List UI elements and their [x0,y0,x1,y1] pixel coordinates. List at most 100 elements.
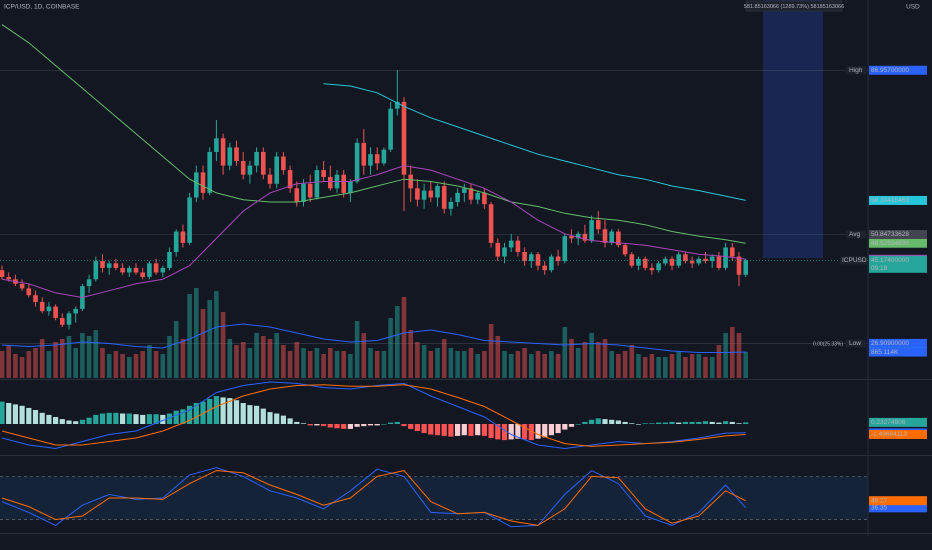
macd-histogram-bar [280,415,286,425]
macd-histogram-bar [461,424,467,436]
macd-histogram-bar [374,424,380,426]
volume-bar [736,333,742,378]
candle-body [281,156,286,171]
macd-histogram-bar [260,408,266,425]
candle-body [153,263,159,273]
candle-body [428,190,434,198]
macd-histogram-bar [153,414,159,425]
candle-body [93,261,99,280]
currency: USD [906,4,920,11]
volume-bar [421,345,427,378]
volume-bar [287,351,293,378]
macd-histogram-bar [73,421,79,425]
volume-bar [214,291,219,378]
volume-bar [13,354,18,378]
volume-bar [361,333,367,378]
volume-bar [133,354,139,378]
volume-bar [19,357,25,378]
candle-body [441,186,447,209]
candle-body [100,261,105,268]
macd-histogram-bar [200,401,206,425]
candle-body [408,174,413,189]
macd-histogram-bar [515,424,521,439]
volume-bar [596,342,601,378]
macd-histogram-bar [501,424,508,441]
macd-histogram-bar [113,412,119,425]
macd-histogram-bar [314,424,320,426]
volume-bar [395,306,400,378]
level-name: High [849,67,863,74]
indicator-line [1,470,746,526]
candle-body [488,204,494,243]
macd-histogram-bar [468,424,474,436]
volume-bar [160,354,166,378]
volume-bar [562,327,568,378]
volume-bar [428,351,434,378]
volume-bar [529,354,534,378]
level-name-bg [846,339,866,348]
candle-body [656,263,661,271]
volume-bar [683,357,688,378]
volume-bar [39,339,45,378]
candle-body [261,151,266,175]
line-value-badge: 58.33415463 [871,197,909,204]
volume-badge: 865.114K [871,349,899,356]
volume-bar [93,330,99,378]
candle-body [475,192,480,200]
candle-body [716,256,722,268]
macd-histogram-bar [401,424,407,427]
volume-bar [348,354,353,378]
macd-histogram-bar [696,421,702,425]
candle-body [39,302,45,312]
volume-bar [173,321,179,378]
macd-histogram-bar [441,424,447,436]
candle-body [214,138,219,152]
macd-histogram-bar [414,424,420,432]
volume-bar [167,336,172,378]
volume-bar [475,354,480,378]
macd-histogram-bar [522,424,528,440]
macd-histogram-bar [59,419,65,425]
macd-histogram-bar [46,414,52,425]
candle-body [602,229,608,243]
macd-histogram-bar [354,424,360,427]
macd-histogram-bar [562,424,568,430]
macd-histogram-bar [481,424,487,436]
candle-body [395,101,400,109]
volume-bar [589,333,594,378]
volume-bar [106,354,112,378]
candle-body [127,267,132,273]
candle-body [274,156,279,184]
candle-body [736,256,742,275]
level-value: 26.90900000 [871,340,909,347]
level-name: Avg [849,231,860,238]
volume-bar [401,297,407,378]
volume-bar [435,348,440,378]
macd-value-badge: 0.23274906 [871,419,906,426]
macd-histogram-bar [622,421,628,425]
line-value-badge: -1.49664113 [871,431,907,438]
candle-body [374,154,380,164]
macd-histogram-bar [709,421,715,425]
indicator-line [1,381,746,450]
candle-body [730,247,735,257]
candle-body [622,245,628,255]
macd-histogram-bar [629,423,635,425]
macd-histogram-bar [86,417,92,425]
countdown: 09:19 [871,265,888,272]
volume-bar [33,348,38,378]
macd-histogram-bar [388,422,394,425]
labels-layer: 58.3341546348.9293489645.39378575High86.… [813,65,927,513]
candle-body [555,256,561,262]
price-axis-panel [868,0,932,550]
macd-histogram-bar [448,424,454,437]
macd-histogram-bar [649,423,655,425]
macd-histogram-bar [555,424,561,434]
indicator-line [1,165,746,299]
macd-histogram-bar [294,421,300,425]
macd-histogram-bar [676,422,682,425]
candle-body [649,267,655,271]
candle-body [314,170,320,198]
